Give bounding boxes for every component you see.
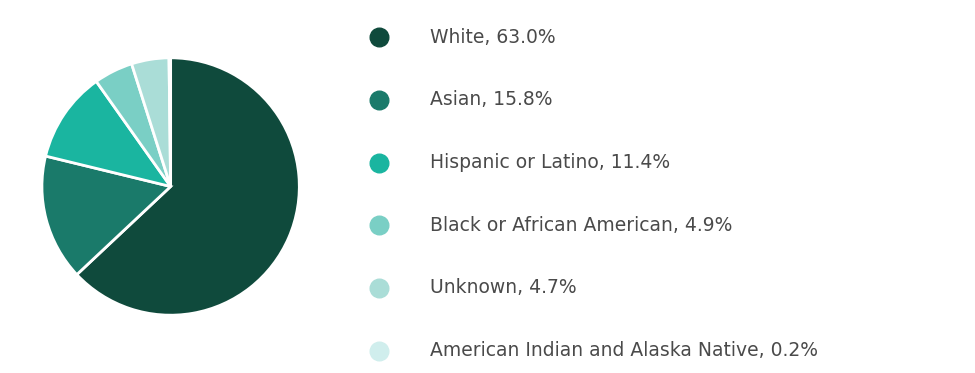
Wedge shape xyxy=(132,58,171,186)
Point xyxy=(371,34,387,40)
Text: Unknown, 4.7%: Unknown, 4.7% xyxy=(430,279,576,297)
Point xyxy=(371,348,387,354)
Wedge shape xyxy=(169,58,171,186)
Point xyxy=(371,222,387,228)
Text: Black or African American, 4.9%: Black or African American, 4.9% xyxy=(430,216,732,235)
Text: American Indian and Alaska Native, 0.2%: American Indian and Alaska Native, 0.2% xyxy=(430,341,818,360)
Text: White, 63.0%: White, 63.0% xyxy=(430,28,556,47)
Point xyxy=(371,285,387,291)
Wedge shape xyxy=(46,81,171,186)
Wedge shape xyxy=(42,156,171,275)
Point xyxy=(371,160,387,166)
Wedge shape xyxy=(97,64,171,186)
Text: Hispanic or Latino, 11.4%: Hispanic or Latino, 11.4% xyxy=(430,153,670,172)
Text: Asian, 15.8%: Asian, 15.8% xyxy=(430,91,553,109)
Point xyxy=(371,97,387,103)
Wedge shape xyxy=(77,58,299,315)
